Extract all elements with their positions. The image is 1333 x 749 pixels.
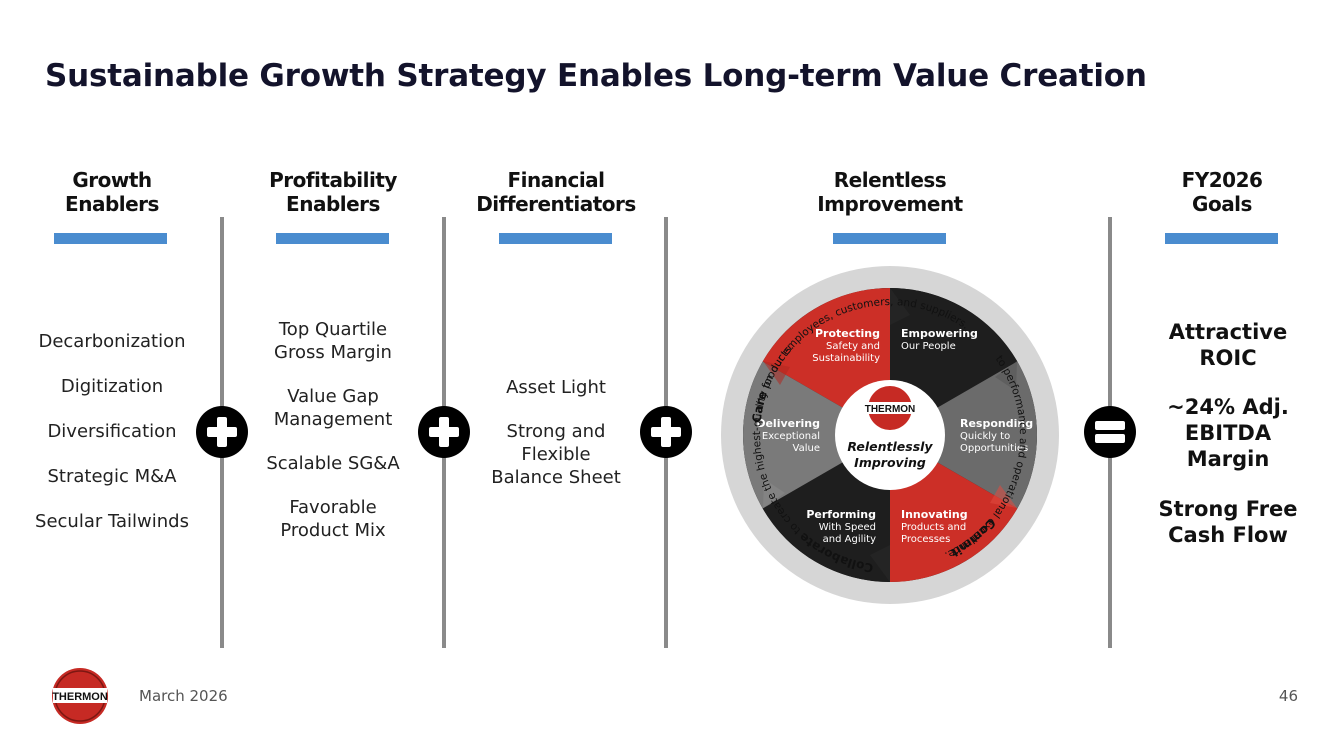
- segment-title: Delivering: [756, 417, 820, 430]
- thermon-logo-icon: THERMON: [52, 668, 108, 724]
- segment-title: Performing: [806, 508, 876, 521]
- list-item: Asset Light: [506, 377, 606, 398]
- heading-accent-bar: [276, 233, 389, 244]
- equals-icon: [1084, 406, 1136, 458]
- wheel-center-line-2: Improving: [854, 455, 926, 470]
- relentless-improvement-wheel: THERMON Relentlessly Improving Protectin…: [721, 266, 1059, 604]
- segment-title: Empowering: [901, 327, 978, 340]
- segment-sub: With Speed: [819, 522, 876, 533]
- list-item: Decarbonization: [38, 331, 186, 352]
- list-item: Scalable SG&A: [266, 453, 400, 474]
- plus-icon: [640, 406, 692, 458]
- wheel-logo-text: THERMON: [865, 404, 916, 415]
- heading-growth-enablers: Growth Enablers: [65, 168, 159, 216]
- list-item: Strategic M&A: [47, 466, 177, 487]
- list-item: Strong and Flexible Balance Sheet: [491, 421, 621, 488]
- footer-logo-text: THERMON: [52, 691, 108, 703]
- wheel-segment-delivering: [743, 361, 890, 509]
- segment-sub: Our People: [901, 341, 956, 352]
- heading-fy2026-goals: FY2026 Goals: [1181, 168, 1263, 216]
- list-item: Favorable Product Mix: [280, 497, 386, 541]
- segment-sub: Opportunities: [960, 443, 1028, 454]
- segment-sub: Products and: [901, 522, 966, 533]
- heading-relentless-improvement: Relentless Improvement: [817, 168, 963, 216]
- plus-icon: [196, 406, 248, 458]
- footer-date: March 2026: [139, 687, 228, 705]
- heading-accent-bar: [54, 233, 167, 244]
- segment-sub: Sustainability: [812, 353, 880, 364]
- segment-sub: Exceptional: [762, 431, 820, 442]
- list-item: Diversification: [47, 421, 177, 442]
- growth-enablers-list: Decarbonization Digitization Diversifica…: [12, 330, 212, 533]
- segment-title: Responding: [960, 417, 1033, 430]
- list-item: Secular Tailwinds: [35, 511, 189, 532]
- list-item: Top Quartile Gross Margin: [274, 319, 392, 363]
- segment-sub: Value: [793, 443, 820, 454]
- goal-ebitda-margin: ~24% Adj. EBITDA Margin: [1167, 395, 1289, 471]
- heading-financial-differentiators: Financial Differentiators: [476, 168, 636, 216]
- profitability-enablers-list: Top Quartile Gross Margin Value Gap Manage…: [240, 318, 426, 542]
- wheel-segment-responding: [890, 361, 1037, 509]
- financial-differentiators-list: Asset Light Strong and Flexible Balance …: [470, 376, 642, 489]
- wheel-center-line-1: Relentlessly: [847, 439, 933, 454]
- segment-title: Protecting: [815, 327, 880, 340]
- page-number: 46: [1278, 687, 1298, 705]
- heading-accent-bar: [1165, 233, 1278, 244]
- segment-sub: Processes: [901, 534, 950, 545]
- segment-sub: and Agility: [823, 534, 876, 545]
- page-title: Sustainable Growth Strategy Enables Long…: [45, 58, 1147, 94]
- goal-roic: Attractive ROIC: [1168, 320, 1288, 370]
- heading-accent-bar: [833, 233, 946, 244]
- goal-free-cash-flow: Strong Free Cash Flow: [1158, 497, 1298, 547]
- segment-title: Innovating: [901, 508, 968, 521]
- segment-sub: Quickly to: [960, 431, 1010, 442]
- wheel-center: [835, 380, 945, 490]
- plus-icon: [418, 406, 470, 458]
- heading-profitability-enablers: Profitability Enablers: [269, 168, 397, 216]
- list-item: Value Gap Management: [273, 386, 393, 430]
- segment-sub: Safety and: [826, 341, 880, 352]
- heading-accent-bar: [499, 233, 612, 244]
- list-item: Digitization: [60, 376, 164, 397]
